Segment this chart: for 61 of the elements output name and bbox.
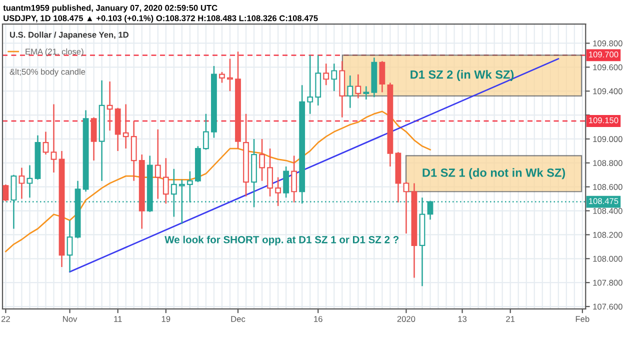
candlestick xyxy=(259,138,265,182)
candlestick xyxy=(355,74,362,99)
candlestick xyxy=(227,58,233,92)
candlestick xyxy=(219,71,225,84)
candlestick xyxy=(307,54,314,114)
band-label: D1 SZ 2 (in Wk SZ) xyxy=(410,70,514,82)
ref-line-label: 109.150 xyxy=(589,117,618,124)
y-tick-label: 109.000 xyxy=(593,136,622,142)
ref-line-label: 108.475 xyxy=(589,198,618,204)
x-tick-label: 16 xyxy=(314,316,322,322)
candlestick xyxy=(106,80,113,132)
candlestick xyxy=(154,128,161,200)
legend-label: EMA (21, close) xyxy=(26,48,84,56)
text: USDJPY, 1D 108.475 ▲ +0.103 (+0.1%) O:108.372 H:108.483 L:108.326 C:108.475 xyxy=(4,15,318,23)
candlestick xyxy=(130,120,137,182)
x-tick-label: 19 xyxy=(162,316,170,322)
candlestick xyxy=(283,166,290,198)
x-tick-label: 21 xyxy=(506,316,515,322)
y-tick-label: 108.400 xyxy=(593,208,622,214)
candlestick xyxy=(291,155,298,204)
candlestick xyxy=(275,176,281,207)
candlestick xyxy=(403,181,410,234)
band-label: D1 SZ 1 (do not in Wk SZ) xyxy=(422,168,566,180)
x-tick-label: Dec xyxy=(231,316,246,322)
candlestick xyxy=(315,54,322,106)
x-tick-label: 2020 xyxy=(397,316,416,322)
text: tuantm1959 published, January 07, 2020 02:59:50 UTC xyxy=(3,4,218,12)
y-tick-label: 109.400 xyxy=(593,88,622,94)
ref-line-label: 109.700 xyxy=(589,52,618,58)
candlestick xyxy=(2,184,9,202)
y-tick-label: 107.800 xyxy=(593,280,622,286)
candlestick xyxy=(331,62,338,92)
y-tick-label: 108.000 xyxy=(593,256,622,262)
y-tick-label: 107.600 xyxy=(593,304,622,310)
candlestick xyxy=(202,113,209,150)
x-tick-label: 13 xyxy=(458,316,467,322)
candlestick xyxy=(26,164,33,198)
x-tick-label: Nov xyxy=(63,316,78,322)
candlestick xyxy=(18,167,25,200)
y-tick-label: 109.800 xyxy=(593,40,622,46)
candlestick xyxy=(122,104,129,150)
candlestick xyxy=(363,86,370,100)
text: U.S. Dollar / Japanese Yen, 1D xyxy=(10,32,128,40)
candlestick xyxy=(90,116,97,162)
annotation: &lt;50% body candle xyxy=(10,68,86,76)
y-tick-label: 109.600 xyxy=(593,64,622,70)
x-tick-label: 22 xyxy=(1,316,10,322)
y-tick-label: 108.800 xyxy=(593,160,622,166)
annotation: We look for SHORT opp. at D1 SZ 1 or D1 SZ 2 ? xyxy=(164,236,399,246)
candlestick xyxy=(323,62,330,86)
y-tick-label: 108.200 xyxy=(593,232,622,238)
candlestick xyxy=(66,220,73,272)
candlestick xyxy=(347,74,354,108)
y-tick-label: 108.600 xyxy=(593,184,622,190)
x-tick-label: 11 xyxy=(114,316,122,322)
candlestick xyxy=(379,60,386,93)
candlestick xyxy=(42,131,49,156)
candlestick xyxy=(162,157,169,204)
candlestick xyxy=(50,104,57,174)
candlestick xyxy=(267,148,273,198)
x-tick-label: Feb xyxy=(576,316,590,322)
